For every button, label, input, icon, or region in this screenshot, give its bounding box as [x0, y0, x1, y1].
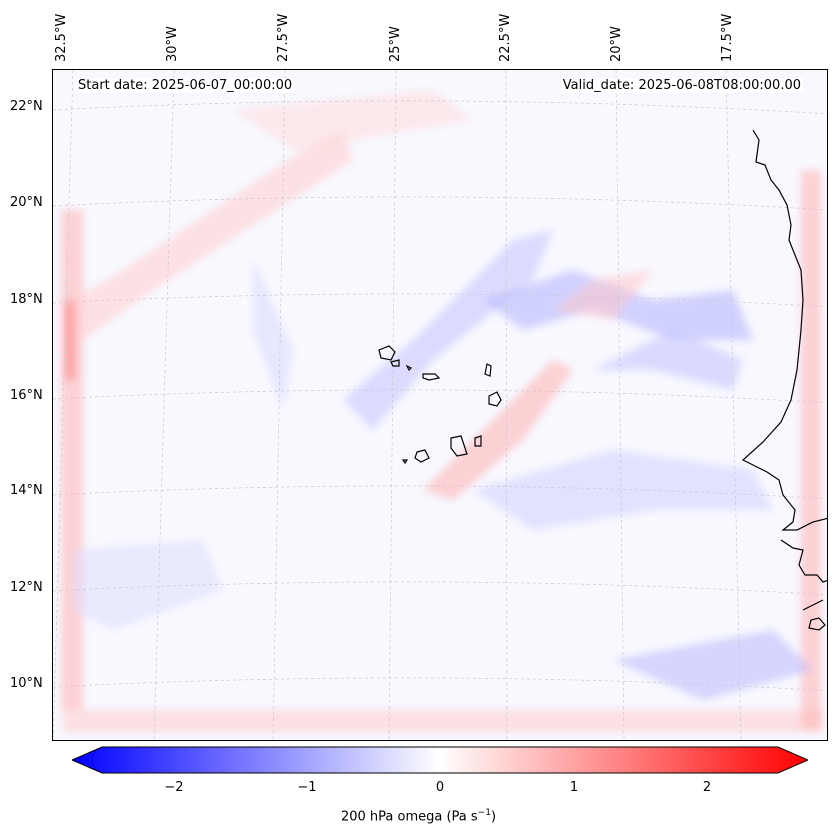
lat-label: 16°N	[10, 388, 43, 403]
lat-label: 10°N	[10, 676, 43, 691]
colorbar-tick: 0	[435, 780, 445, 795]
lat-label: 22°N	[10, 99, 43, 114]
colorbar-tick: 2	[702, 780, 712, 795]
lon-label: 20°W	[609, 26, 624, 62]
omega-field	[61, 90, 823, 732]
valid-date-label: Valid_date: 2025-06-08T08:00:00.00	[560, 78, 803, 93]
colorbar-tick: −1	[297, 780, 317, 795]
colorbar-label-exponent: −1	[477, 808, 491, 818]
lon-label: 22.5°W	[498, 13, 513, 62]
colorbar-label: 200 hPa omega (Pa s−1)	[0, 808, 837, 824]
lon-label: 17.5°W	[720, 13, 735, 62]
colorbar-label-close: )	[490, 809, 497, 825]
lon-label: 30°W	[165, 26, 180, 62]
colorbar-tick: 1	[569, 780, 579, 795]
lon-label: 27.5°W	[276, 13, 291, 62]
lat-label: 18°N	[10, 292, 43, 307]
islands	[378, 345, 502, 465]
graticule	[53, 70, 827, 740]
lat-label: 12°N	[10, 580, 43, 595]
lon-label: 25°W	[388, 26, 403, 62]
colorbar	[72, 746, 808, 774]
colorbar-label-text: 200 hPa omega (Pa s	[340, 809, 478, 825]
omega-field-map	[53, 70, 827, 740]
lat-label: 20°N	[10, 195, 43, 210]
coastline	[741, 129, 827, 631]
start-date-label: Start date: 2025-06-07_00:00:00	[76, 78, 295, 93]
colorbar-tick: −2	[164, 780, 184, 795]
lon-label: 32.5°W	[54, 13, 69, 62]
lat-label: 14°N	[10, 483, 43, 498]
map-panel[interactable]	[52, 69, 828, 741]
